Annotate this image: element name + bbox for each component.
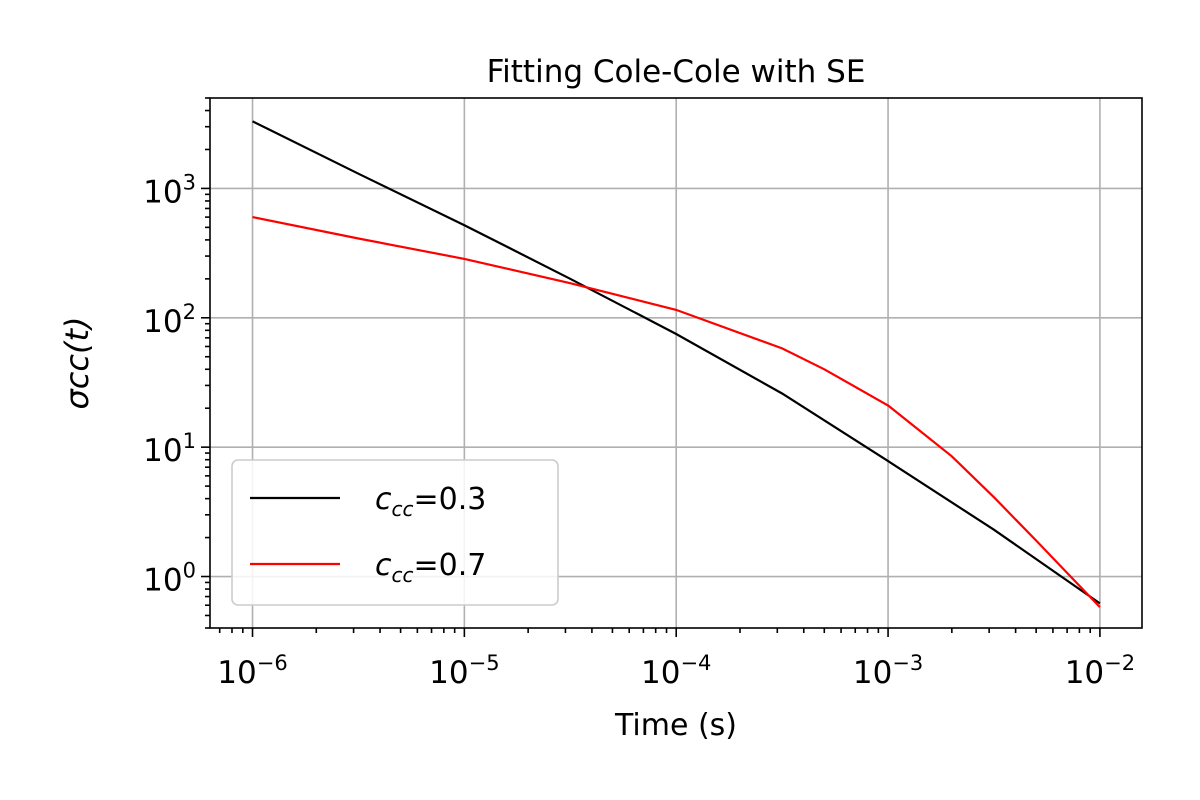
legend-label: ccc=0.7 (375, 548, 486, 587)
chart-title: Fitting Cole-Cole with SE (487, 54, 866, 90)
y-tick-exponent: 1 (183, 429, 196, 453)
x-tick-exponent: −5 (469, 651, 500, 675)
y-tick-base: 10 (143, 304, 182, 340)
y-tick-base: 10 (143, 174, 182, 210)
y-tick-label: 102 (143, 300, 196, 340)
x-tick-base: 10 (853, 655, 892, 691)
y-tick-label: 101 (143, 429, 196, 469)
x-tick-base: 10 (217, 655, 256, 691)
x-tick-base: 10 (429, 655, 468, 691)
y-tick-exponent: 2 (183, 300, 196, 324)
y-tick-base: 10 (143, 433, 182, 469)
x-axis-label: Time (s) (614, 708, 737, 743)
x-tick-base: 10 (641, 655, 680, 691)
x-tick-exponent: −2 (1104, 651, 1135, 675)
x-tick-label: 10−5 (429, 651, 499, 691)
x-tick-label: 10−4 (641, 651, 711, 691)
y-tick-label: 103 (143, 170, 196, 210)
legend-label-subscript: cc (392, 563, 414, 587)
legend-label-symbol: c (375, 482, 392, 517)
legend-label-value: =0.3 (414, 482, 487, 517)
x-tick-exponent: −4 (680, 651, 711, 675)
x-tick-label: 10−6 (217, 651, 287, 691)
series-line (252, 216, 1101, 608)
y-tick-base: 10 (143, 563, 182, 599)
x-tick-exponent: −6 (257, 651, 288, 675)
legend-label-symbol: c (375, 548, 392, 583)
series-line (252, 120, 1101, 605)
x-tick-exponent: −3 (892, 651, 923, 675)
y-tick-exponent: 3 (183, 170, 196, 194)
x-tick-base: 10 (1065, 655, 1104, 691)
legend-box (231, 459, 559, 606)
y-axis-label: σcc(t) (58, 317, 96, 410)
y-tick-label: 100 (143, 559, 196, 599)
tick-marks (201, 97, 1101, 637)
legend-label: ccc=0.3 (375, 482, 486, 521)
x-tick-label: 10−3 (853, 651, 923, 691)
x-tick-label: 10−2 (1065, 651, 1135, 691)
series-lines (252, 120, 1101, 608)
y-tick-exponent: 0 (183, 559, 196, 583)
legend-label-subscript: cc (392, 497, 414, 521)
legend-label-value: =0.7 (414, 548, 487, 583)
